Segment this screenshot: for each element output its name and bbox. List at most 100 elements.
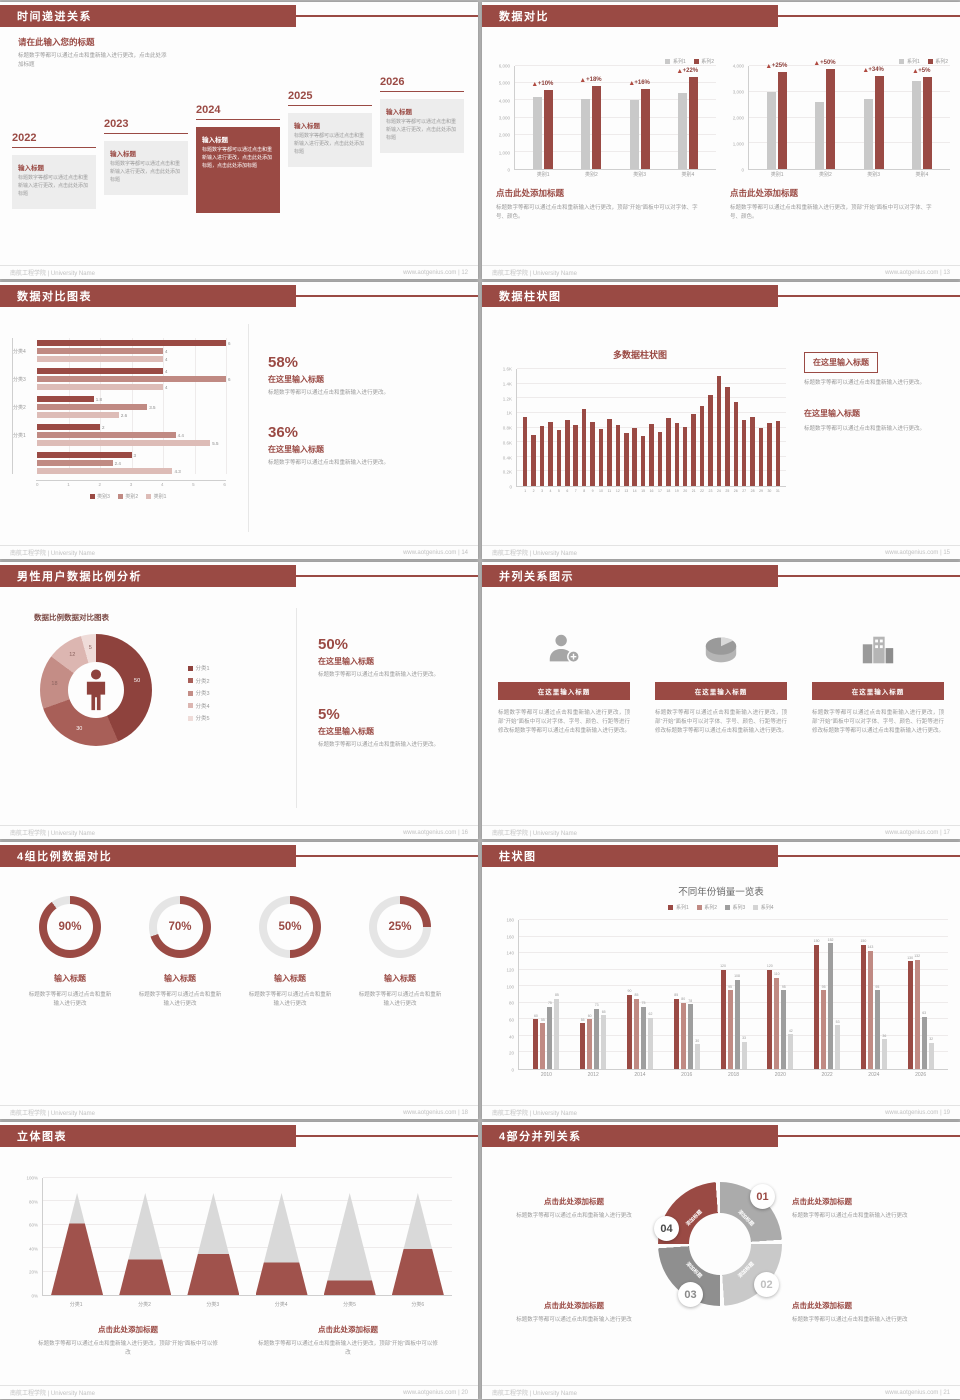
- footer-left: 南航工程学院 | University Name: [492, 1111, 577, 1117]
- plot-area: 60 55 75 85 2010 55 60 73 65 2012 90 85 75 62 2014 85 80…: [518, 919, 948, 1078]
- percent-label: +5%: [918, 68, 931, 75]
- slide-12[interactable]: 时间递进关系 请在此输入您的标题 标题数字等都可以通过点击和重新输入进行更改，点…: [0, 2, 478, 279]
- slide-footer: 南航工程学院 | University Name www.aotgenius.c…: [482, 265, 960, 279]
- legend-item: 分类2: [188, 677, 210, 685]
- timeline-year-label: 2023: [104, 118, 188, 134]
- bar: 150: [814, 939, 820, 1069]
- legend-label: 分类5: [195, 716, 210, 722]
- up-arrow-icon: [766, 64, 771, 69]
- up-arrow-icon: [913, 69, 918, 74]
- bar: [573, 425, 578, 486]
- title-bar: 在这里输入标题: [812, 682, 944, 700]
- title-bar: 在这里输入标题: [498, 682, 630, 700]
- caption-body: 标题数字等都可以通过点击和重新输入进行更改，顶部“开始”面板中可以修改: [38, 1341, 218, 1356]
- plot-area: +25% 类别1 +50% 类别2 +34% 类别3 +5% 类别4: [748, 60, 950, 178]
- legend-label: 系列2: [704, 905, 717, 911]
- bar-group: +25% 类别1: [753, 63, 801, 178]
- corner-body: 标题数字等都可以通过点击和重新输入进行更改: [792, 1317, 908, 1323]
- bar-value-label: 152: [827, 937, 834, 942]
- stat-block: 36% 在这里输入标题 标题数字等都可以通过点击和重新输入进行更改。: [268, 424, 458, 468]
- slide-16[interactable]: 男性用户数据比例分析 数据比例数据对比图表 50 30 18 12 5 分类1 分类2 分类…: [0, 562, 478, 839]
- legend-swatch: [693, 58, 699, 64]
- gridline: [517, 368, 786, 369]
- diagram-hole: [689, 1213, 751, 1275]
- timeline-box: 输入标题 标题数字等都可以通过点击和重新输入进行更改，点击此处添加标题: [12, 155, 96, 209]
- percent-badge: +5%: [913, 68, 930, 74]
- bar: [548, 421, 553, 486]
- gridline: [515, 150, 716, 152]
- corner-heading: 点击此处添加标题: [792, 1301, 852, 1310]
- slide-20[interactable]: 立体图表 0% 20% 40% 60% 80% 100% 分类1 分类2 分类3 分类4 分类5 分类…: [0, 1122, 478, 1399]
- hbar-row: 3.5: [37, 404, 226, 410]
- stat-heading: 在这里输入标题: [268, 375, 324, 384]
- timeline-year-label: 2022: [12, 132, 96, 148]
- bar: [539, 426, 545, 486]
- slide-15[interactable]: 数据柱状图 多数据柱状图 0 0.2K 0.4K 0.6K 0.8K 1K 1.2K 1.4K…: [482, 282, 960, 559]
- ring-percent: 90%: [47, 904, 93, 950]
- bar: [581, 409, 587, 486]
- bar: [590, 422, 595, 486]
- x-tick-label: 2020: [774, 1072, 786, 1078]
- slide-footer: 南航工程学院 | University Name www.aotgenius.c…: [482, 1385, 960, 1399]
- bar: 42: [788, 1029, 794, 1069]
- caption-heading: 点击此处添加标题: [98, 1325, 158, 1334]
- bar: 120: [767, 964, 773, 1069]
- bar: 130: [907, 956, 913, 1069]
- bar: [682, 426, 688, 486]
- bar-group: 14: [630, 369, 638, 493]
- slide-14[interactable]: 数据对比图表 分类4 6 4 4 分类3 4 6 4 分类2 1.8 3.5 2.6 分类1 2 4.4 5.…: [0, 282, 478, 559]
- x-tick-label: 25: [725, 489, 730, 493]
- bar: [708, 394, 713, 486]
- bar-group: 25: [723, 369, 731, 493]
- corner-block: 点击此处添加标题 标题数字等都可以通过点击和重新输入进行更改: [498, 1300, 650, 1325]
- x-tick-label: 分类6: [411, 1301, 425, 1308]
- slide-13[interactable]: 数据对比 系列1 系列2 0 1,000 2,000 3,000 4,000 5,000 6,0…: [482, 2, 960, 279]
- hbar-group: 分类2 1.8 3.5 2.6: [13, 396, 244, 418]
- x-tick-label: 分类3: [206, 1301, 220, 1308]
- x-tick-label: 类别3: [867, 172, 881, 178]
- bar: 36: [881, 1034, 887, 1069]
- bar-group: 21: [689, 369, 697, 493]
- timeline-column: 2022 输入标题 标题数字等都可以通过点击和重新输入进行更改，点击此处添加标题: [12, 132, 96, 209]
- y-tick-label: 1K: [506, 410, 512, 416]
- bar: [778, 72, 788, 169]
- bar-value-label: 2.4: [114, 460, 121, 466]
- chart-legend: 分类1 分类2 分类3 分类4 分类5: [188, 664, 210, 727]
- corner-heading: 点击此处添加标题: [544, 1301, 604, 1310]
- timeline-column: 2026 输入标题 标题数字等都可以通过点击和重新输入进行更改，点击此处添加标题: [380, 76, 464, 153]
- title-line: [778, 855, 960, 857]
- slide-title-bar: 柱状图: [482, 845, 779, 867]
- plot-area: 分类4 6 4 4 分类3 4 6 4 分类2 1.8 3.5 2.6 分类1 2 4.4 5.5 3 2.4 4.…: [12, 338, 244, 474]
- x-tick-label: 类别4: [915, 172, 929, 178]
- bar: [741, 420, 747, 486]
- bar-group: 130 132 63 32 2026: [897, 920, 944, 1078]
- slide-title: 并列关系图示: [499, 571, 574, 583]
- x-tick-label: 27: [742, 489, 747, 493]
- timeline-column: 2024 输入标题 标题数字等都可以通过点击和重新输入进行更改，点击此处添加标题，点…: [196, 104, 280, 213]
- slide-19[interactable]: 柱状图 不同年份销量一览表 系列1 系列2 系列3 系列4 0 20 40 60 80 100 1…: [482, 842, 960, 1119]
- bar-group: 11: [605, 369, 613, 493]
- bar-value-label: 120: [766, 964, 773, 969]
- plot-area: 1 2 3 4 5 6 7 8 9 10 11 12 13 14 15 16 17 18 19 20 21 22 23 24 2…: [516, 368, 786, 493]
- bar-value-label: 95: [728, 984, 732, 989]
- slide-18[interactable]: 4组比例数据对比 90% 输入标题 标题数字等都可以通过点击和重新输入进行更改 70%…: [0, 842, 478, 1119]
- comparison-panels: 系列1 系列2 0 1,000 2,000 3,000 4,000 5,000 6,000 +10…: [482, 32, 960, 264]
- slide-21[interactable]: 4部分并列关系 添加标题 添加标题 添加标题 添加标题 01 02 03 04 点击此处添加标…: [482, 1122, 960, 1399]
- stat-percent: 5%: [318, 705, 340, 723]
- y-tick-label: 3,000: [498, 115, 510, 121]
- legend-item: 分类1: [188, 664, 210, 672]
- x-tick-label: 分类2: [138, 1301, 151, 1308]
- slide-footer: 南航工程学院 | University Name www.aotgenius.c…: [0, 1385, 478, 1399]
- bar-value-label: 55: [580, 1017, 585, 1022]
- gridline: [519, 919, 948, 920]
- bar-group: +10% 类别1: [519, 66, 567, 178]
- hbar-row: 4: [37, 384, 226, 390]
- person-plus-icon: [498, 628, 630, 672]
- bar-group: 19: [673, 369, 681, 493]
- timeline-box: 输入标题 标题数字等都可以通过点击和重新输入进行更改，点击此处添加标题，点击此处添…: [196, 127, 280, 213]
- chart-legend: 系列1 系列2: [492, 56, 714, 66]
- bar-group: 55 60 73 65 2012: [570, 920, 617, 1078]
- slide-17[interactable]: 并列关系图示 在这里输入标题 标题数字等都可以通过点击和重新输入进行更改，顶部“开…: [482, 562, 960, 839]
- bar-value-label: 143: [867, 945, 874, 950]
- bar: 63: [921, 1011, 927, 1069]
